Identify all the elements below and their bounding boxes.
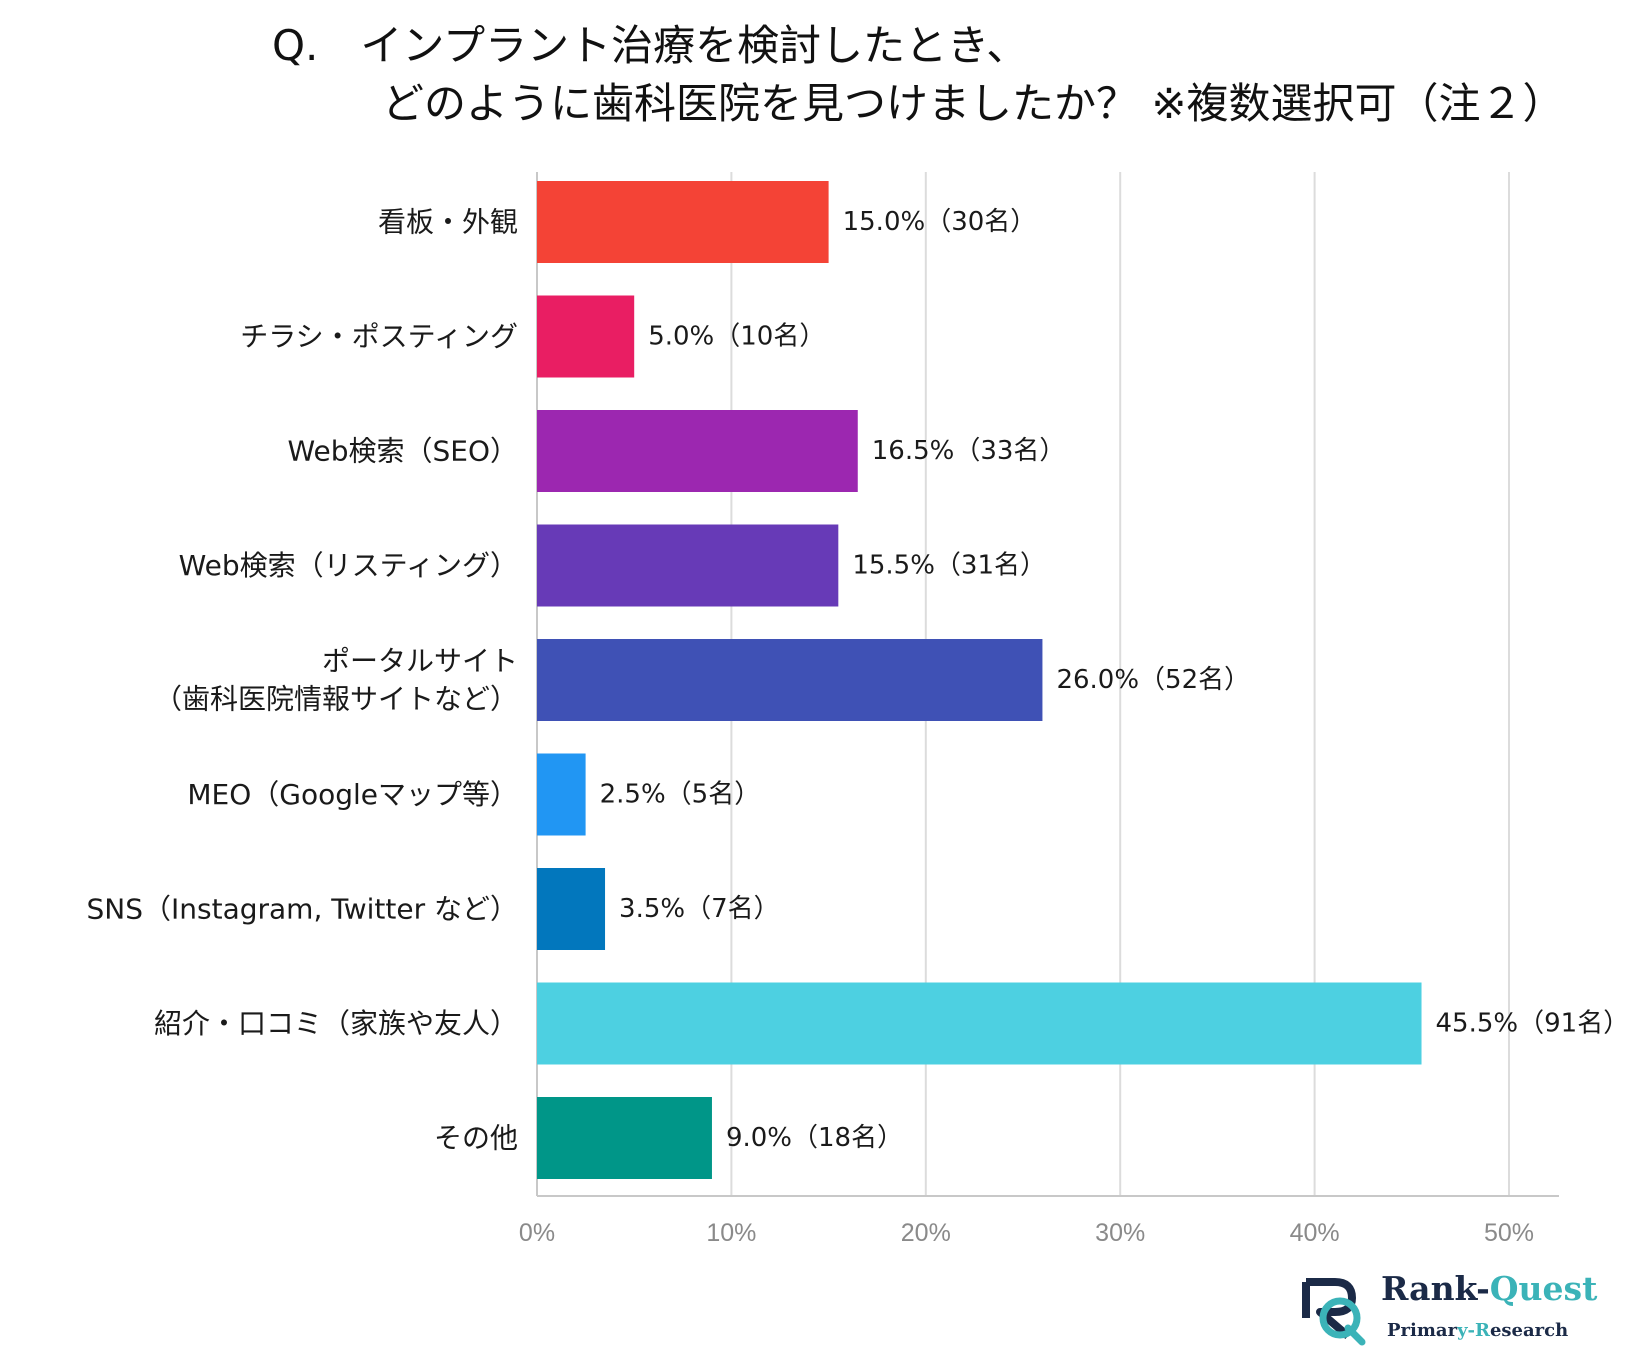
data-label-9: 9.0%（18名） — [726, 1123, 903, 1153]
bar-4 — [537, 524, 839, 607]
data-label-2: 5.0%（10名） — [648, 322, 825, 352]
rank-quest-logo: Rank-Quest Primary-Research — [1302, 1269, 1598, 1346]
x-tick-label-50: 50% — [1484, 1219, 1534, 1247]
bar-3 — [537, 410, 858, 492]
x-tick-label-40: 40% — [1290, 1219, 1340, 1247]
rank-quest-emblem-icon — [1302, 1278, 1366, 1346]
data-label-6: 2.5%（5名） — [600, 780, 761, 810]
category-label-3: Web検索（SEO） — [287, 435, 518, 468]
category-label-5-line-1: ポータルサイト — [322, 645, 518, 678]
x-tick-label-30: 30% — [1095, 1219, 1145, 1247]
data-label-8: 45.5%（91名） — [1436, 1009, 1626, 1039]
logo-name: Rank-Quest — [1381, 1269, 1598, 1308]
x-tick-label-0: 0% — [519, 1219, 555, 1247]
bar-6 — [537, 753, 586, 836]
data-label-3: 16.5%（33名） — [872, 436, 1066, 466]
category-label-8: 紹介・口コミ（家族や友人） — [154, 1007, 518, 1040]
bar-8 — [537, 982, 1422, 1065]
logo-subtitle-part-3: esearch — [1490, 1320, 1568, 1341]
category-label-4: Web検索（リスティング） — [179, 549, 518, 582]
data-label-5: 26.0%（52名） — [1056, 665, 1250, 695]
category-label-9: その他 — [434, 1122, 518, 1155]
category-label-6: MEO（Googleマップ等） — [187, 778, 518, 811]
bar-layer — [537, 181, 1422, 1179]
x-tick-label-20: 20% — [901, 1219, 951, 1247]
data-label-7: 3.5%（7名） — [619, 894, 780, 924]
category-label-5-line-2: （歯科医院情報サイトなど） — [154, 683, 518, 716]
logo-subtitle-part-1: Primar — [1387, 1320, 1458, 1341]
data-label-1: 15.0%（30名） — [843, 207, 1037, 237]
bar-2 — [537, 295, 635, 378]
bar-5 — [537, 639, 1043, 721]
logo-name-part-2: Quest — [1490, 1269, 1598, 1308]
data-label-4: 15.5%（31名） — [852, 551, 1046, 581]
bar-7 — [537, 868, 606, 950]
chart-title-line-1: Q. インプラント治療を検討したとき、 — [272, 21, 1028, 70]
logo-subtitle: Primary-Research — [1387, 1320, 1568, 1341]
bar-9 — [537, 1097, 712, 1179]
logo-name-part-1: Rank- — [1381, 1269, 1490, 1308]
logo-subtitle-part-2: y-R — [1456, 1320, 1491, 1341]
x-tick-label-10: 10% — [706, 1219, 756, 1247]
chart-title-line-2: どのように歯科医院を見つけましたか？ ※複数選択可（注２） — [382, 79, 1565, 128]
category-label-1: 看板・外観 — [378, 206, 518, 239]
category-label-7: SNS（Instagram, Twitter など） — [87, 893, 519, 926]
bar-1 — [537, 181, 829, 263]
label-layer: 15.0%（30名） 看板・外観 5.0%（10名） チラシ・ポスティング 16.5%（… — [87, 206, 1626, 1155]
category-label-2: チラシ・ポスティング — [240, 320, 518, 353]
